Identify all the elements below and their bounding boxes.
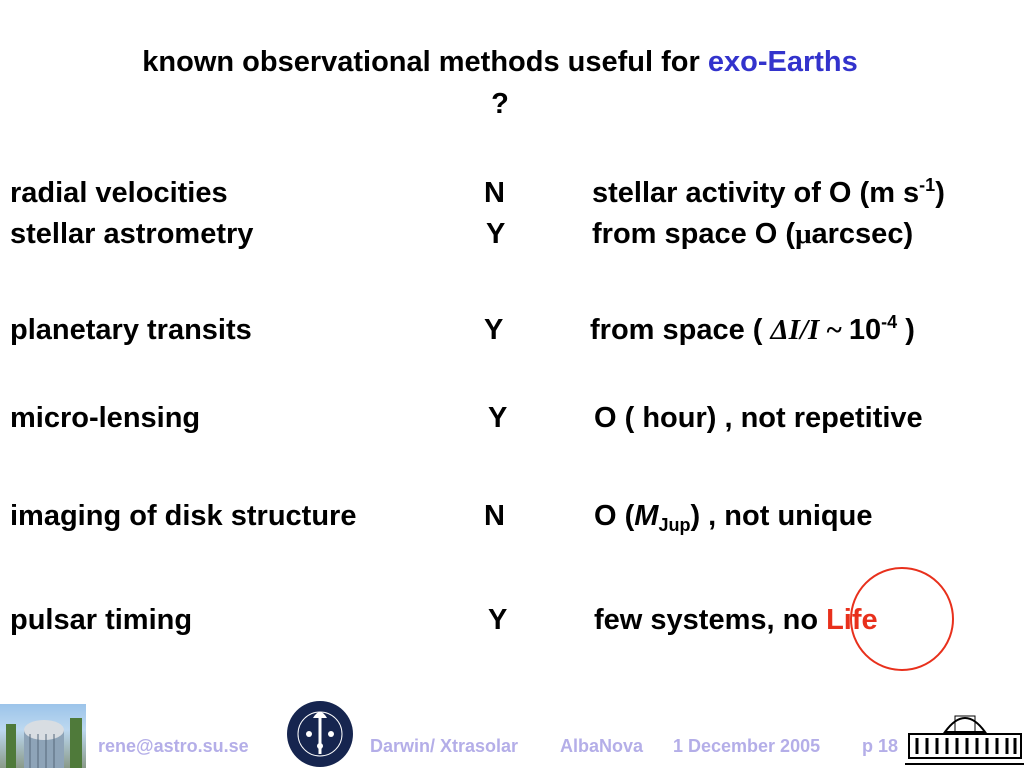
method-flag: Y	[484, 314, 504, 346]
footer-date: 1 December 2005	[673, 736, 821, 756]
method-label: imaging of disk structure	[10, 500, 357, 532]
stockholm-university-seal	[285, 700, 355, 773]
footer-email[interactable]: rene@astro.su.se	[98, 736, 249, 756]
method-note: few systems, no Life	[594, 604, 878, 636]
method-flag: N	[484, 500, 505, 532]
slide-title: known observational methods useful for e…	[0, 46, 1000, 79]
highlight-circle	[850, 567, 954, 671]
method-note: stellar activity of O (m s-1)	[592, 175, 945, 209]
footer-page-number: p 18	[862, 736, 899, 756]
method-note: from space ( ΔI/I ~ 10-4 )	[590, 312, 915, 346]
observatory-drawing	[905, 702, 1024, 773]
method-flag: N	[484, 177, 505, 209]
method-flag: Y	[488, 402, 508, 434]
method-label: micro-lensing	[10, 402, 201, 434]
title-accent: exo-Earths	[707, 46, 858, 78]
footer-venue: AlbaNova	[560, 736, 644, 756]
method-note: from space O (μarcsec)	[592, 218, 914, 250]
method-label: stellar astrometry	[10, 218, 254, 250]
method-flag: Y	[486, 218, 506, 250]
method-label: radial velocities	[10, 177, 228, 209]
title-text: known observational methods useful for	[142, 46, 708, 78]
method-label: planetary transits	[10, 314, 252, 346]
method-note: O (MJup) , not unique	[594, 500, 873, 535]
title-question-mark: ?	[491, 88, 509, 120]
albanova-building-photo	[0, 704, 86, 768]
footer-talk: Darwin/ Xtrasolar	[370, 736, 519, 756]
method-note: O ( hour) , not repetitive	[594, 402, 923, 434]
method-label: pulsar timing	[10, 604, 193, 636]
method-flag: Y	[488, 604, 508, 636]
